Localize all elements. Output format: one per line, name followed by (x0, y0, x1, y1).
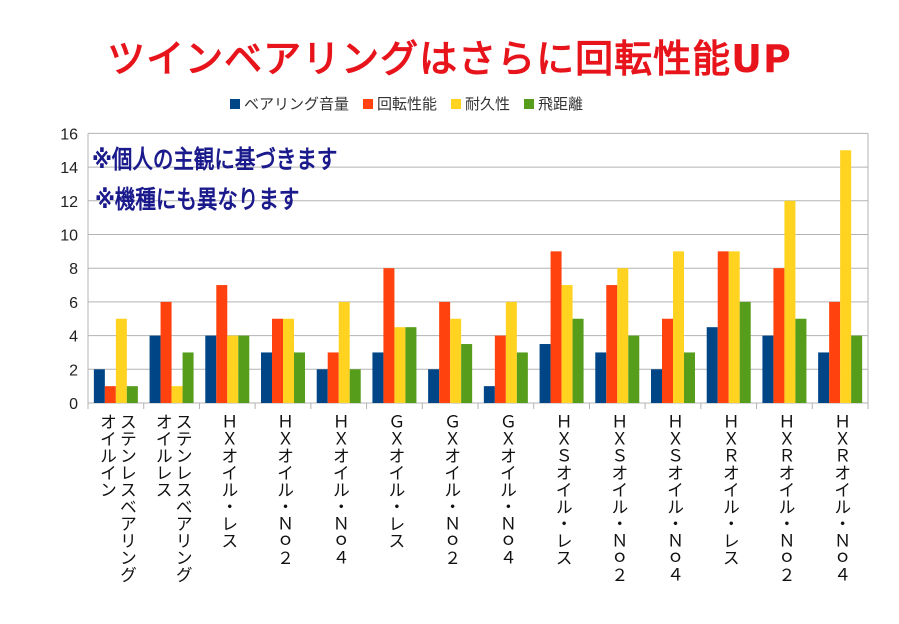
x-tick-label: オイルレス ステンレスベアリング (151, 413, 192, 583)
bar (717, 251, 729, 403)
y-tick-label: 0 (69, 396, 78, 413)
bar (706, 327, 718, 403)
legend-swatch (524, 98, 535, 109)
bar (494, 335, 506, 403)
x-tick-label: ＧＸオイル・レス (384, 413, 405, 549)
x-tick-label: ＨＸＳオイル・Ｎｏ２ (607, 413, 628, 583)
y-tick-label: 4 (69, 329, 78, 346)
bar (773, 268, 785, 403)
bar (572, 318, 584, 403)
annotation: ※機種にも異なります (95, 185, 300, 214)
bar (851, 335, 863, 403)
legend-label: 飛距離 (538, 95, 584, 113)
bar (283, 318, 294, 403)
x-tick-label: ＨＸオイル・Ｎｏ２ (273, 413, 293, 566)
bar (628, 335, 640, 403)
bar (383, 268, 395, 403)
bar (461, 344, 473, 403)
bar (595, 352, 607, 403)
bar (216, 285, 228, 403)
legend-label: 耐久性 (465, 95, 511, 113)
bar (115, 318, 127, 403)
bar (617, 268, 629, 403)
bar (294, 352, 305, 403)
bar (316, 369, 328, 403)
legend-item: ベアリング音量 (230, 93, 349, 114)
y-tick-label: 2 (69, 362, 78, 379)
bar (829, 301, 841, 403)
bar (762, 335, 774, 403)
legend-swatch (451, 98, 462, 109)
bar (606, 285, 618, 403)
y-tick-label: 10 (60, 228, 78, 245)
chart-title: ツインベアリングはさらに回転性能UP (107, 37, 792, 81)
x-tick-label: ＨＸＳオイル・レス (551, 413, 572, 566)
legend-label: 回転性能 (377, 95, 438, 113)
x-tick-label: ＨＸＲオイル・レス (718, 413, 739, 566)
x-tick-label: オイルイン ステンレスベアリング (95, 413, 136, 583)
legend-label: ベアリング音量 (244, 95, 350, 113)
bar (561, 285, 573, 403)
bar (182, 352, 194, 403)
x-tick-label: ＨＸＲオイル・Ｎｏ４ (830, 413, 851, 583)
bar (684, 352, 695, 403)
bar (238, 335, 250, 403)
bar (205, 335, 217, 403)
x-tick-label: ＨＸオイル・レス (217, 413, 238, 549)
bar (126, 386, 138, 403)
bar (818, 352, 830, 403)
bar (450, 318, 462, 403)
legend: ベアリング音量 回転性能 耐久性 飛距離 (230, 93, 583, 114)
y-tick-label: 6 (69, 295, 78, 312)
bar (516, 352, 528, 403)
bar (651, 369, 662, 403)
bar (104, 386, 116, 403)
bar (439, 301, 451, 403)
y-tick-label: 8 (69, 261, 78, 278)
bar (338, 301, 350, 403)
x-tick-label: ＨＸＲオイル・Ｎｏ２ (774, 413, 795, 583)
bar (550, 251, 562, 403)
y-tick-label: 16 (60, 126, 78, 143)
bar (539, 344, 551, 403)
bar (505, 301, 517, 403)
bar (739, 301, 751, 403)
bar (795, 318, 807, 403)
bar (272, 318, 283, 403)
annotation: ※個人の主観に基づきます (92, 145, 338, 174)
bar (428, 369, 440, 403)
y-tick-label: 12 (60, 194, 78, 211)
bar (405, 327, 417, 403)
legend-item: 飛距離 (524, 93, 583, 114)
legend-swatch (363, 98, 374, 109)
y-tick-label: 14 (60, 160, 78, 177)
bar (394, 327, 406, 403)
bar (662, 318, 673, 403)
bar (261, 352, 272, 403)
legend-swatch (230, 98, 240, 109)
bar (784, 200, 796, 403)
x-tick-label: ＧＸオイル・Ｎｏ４ (495, 413, 516, 566)
bar (149, 335, 161, 403)
bar (840, 150, 852, 403)
bar (483, 386, 495, 403)
legend-item: 耐久性 (451, 93, 510, 114)
bar (327, 352, 339, 403)
x-tick-label: ＨＸオイル・Ｎｏ４ (328, 413, 349, 566)
bar (227, 335, 239, 403)
bar (673, 251, 684, 403)
bar (372, 352, 384, 403)
x-tick-label: ＧＸオイル・Ｎｏ２ (440, 413, 461, 566)
bar (93, 369, 105, 403)
bar (349, 369, 361, 403)
legend-item: 回転性能 (363, 93, 437, 114)
bar (728, 251, 740, 403)
x-tick-label: ＨＸＳオイル・Ｎｏ４ (663, 413, 683, 583)
bar (160, 301, 172, 403)
bar (171, 386, 183, 403)
